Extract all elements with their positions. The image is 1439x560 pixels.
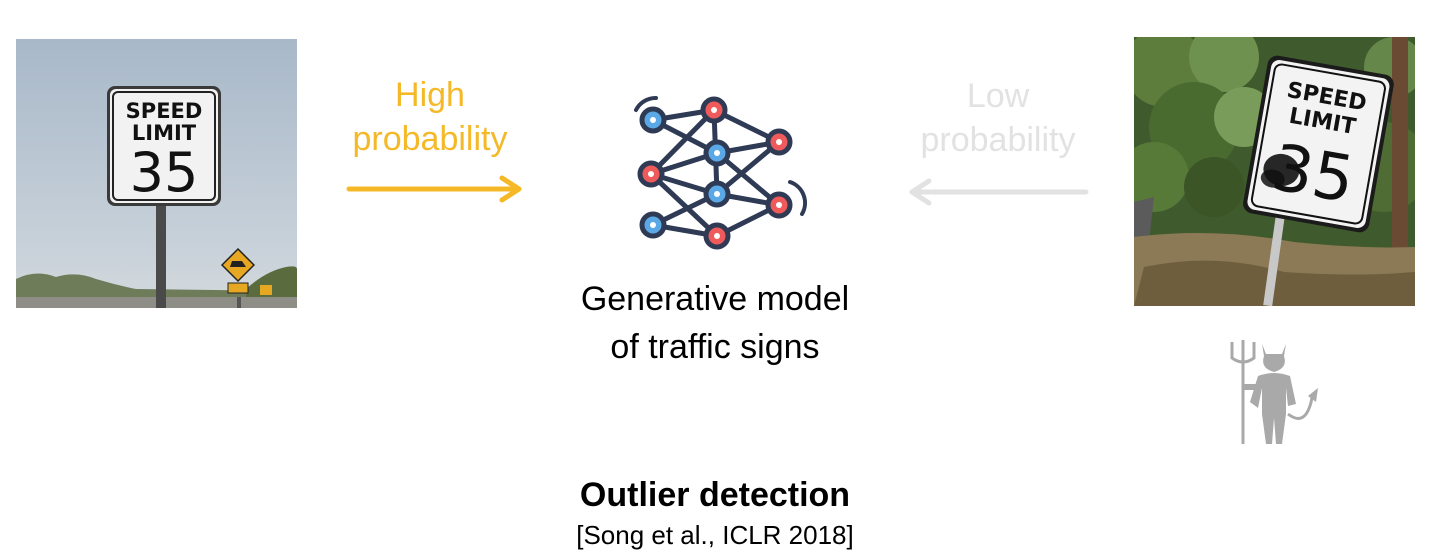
section-title: Outlier detection xyxy=(579,476,851,514)
left-arrow-icon xyxy=(909,178,1089,206)
left-sign-limit-text: LIMIT xyxy=(132,121,197,145)
model-caption-line2: of traffic signs xyxy=(610,328,820,366)
citation: [Song et al., ICLR 2018] xyxy=(576,520,854,550)
high-label-line1: High xyxy=(395,76,465,114)
clean-sign-photo: SPEED LIMIT 35 xyxy=(16,39,297,308)
left-sign-speed-text: SPEED xyxy=(126,99,203,123)
left-sign-number: 35 xyxy=(130,141,199,204)
high-probability-label: High probability xyxy=(320,73,540,161)
right-arrow-icon xyxy=(346,175,522,203)
high-label-line2: probability xyxy=(352,120,508,158)
devil-icon xyxy=(1230,340,1318,444)
low-label-line2: probability xyxy=(920,121,1076,159)
neural-network-icon xyxy=(634,95,808,250)
low-label-line1: Low xyxy=(966,77,1030,115)
model-caption: Generative model of traffic signs xyxy=(505,275,925,371)
model-caption-line1: Generative model xyxy=(580,280,850,318)
vandalized-sign-photo: SPEED LIMIT 35 xyxy=(1134,37,1415,306)
low-probability-label: Low probability xyxy=(888,74,1108,162)
